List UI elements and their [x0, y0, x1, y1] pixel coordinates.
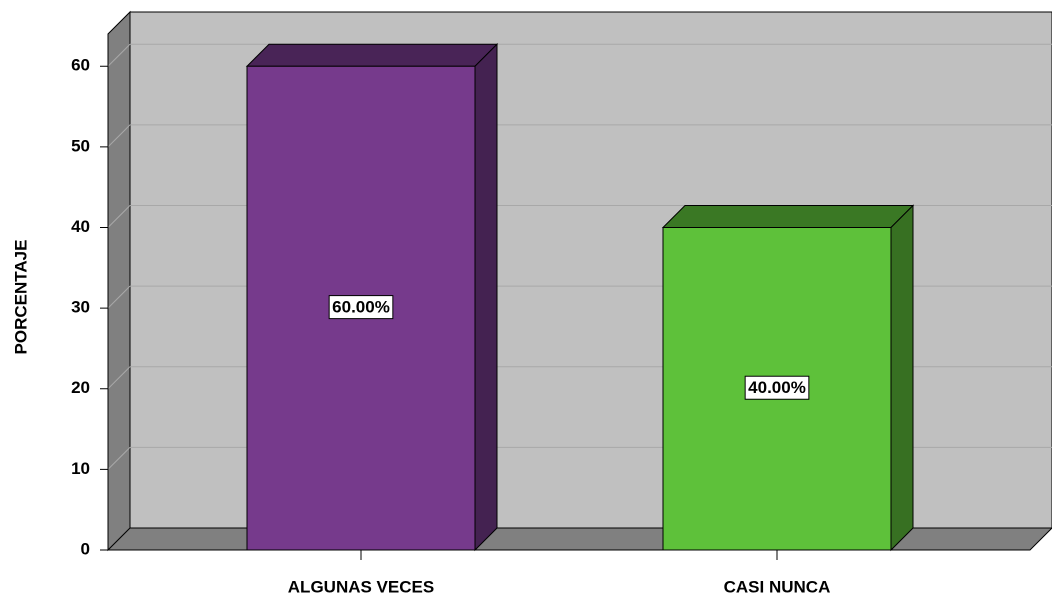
grid-line — [107, 43, 131, 67]
side-wall — [107, 10, 131, 552]
y-tick-label: 50 — [71, 136, 90, 155]
x-tick-label: ALGUNAS VECES — [288, 577, 434, 596]
bar-side — [890, 204, 914, 552]
grid-line — [107, 366, 131, 390]
value-label: 60.00% — [332, 298, 390, 317]
value-label-box — [328, 295, 394, 320]
x-tick-label: CASI NUNCA — [724, 577, 831, 596]
y-tick-label: 10 — [71, 459, 90, 478]
y-tick-label: 0 — [81, 539, 90, 558]
grid-line — [107, 285, 131, 309]
bar-top — [661, 205, 915, 228]
y-tick-label: 20 — [71, 378, 90, 397]
y-tick-label: 60 — [71, 56, 90, 75]
bar-side — [474, 43, 498, 552]
grid-line — [107, 205, 131, 228]
bar-top — [245, 43, 499, 67]
grid-line — [107, 124, 131, 148]
y-tick-label: 30 — [71, 298, 90, 317]
grid-line — [107, 447, 131, 470]
value-label: 40.00% — [748, 378, 806, 397]
y-tick-label: 40 — [71, 217, 90, 236]
y-axis-label: PORCENTAJE — [11, 240, 30, 355]
value-label-box — [744, 375, 810, 400]
